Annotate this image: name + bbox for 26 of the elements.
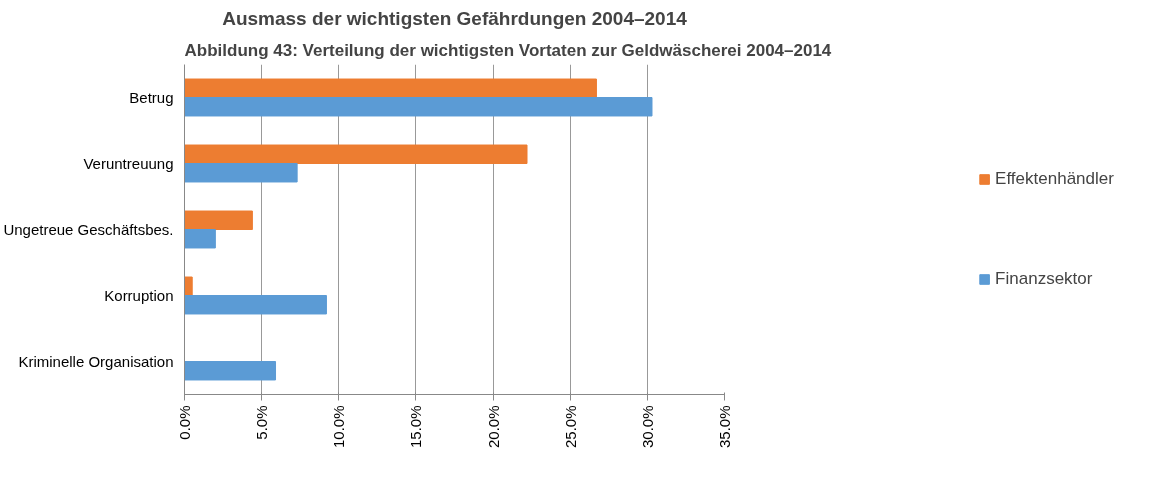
bar — [184, 163, 298, 183]
x-tick-label: 30.0% — [638, 405, 656, 449]
bar — [184, 210, 253, 230]
x-tick-label: 25.0% — [561, 405, 579, 449]
bar — [184, 295, 327, 315]
bar — [184, 361, 277, 381]
x-tick-label: 35.0% — [716, 405, 733, 449]
y-tick-label: Veruntreuung — [83, 155, 174, 172]
legend-label: Finanzsektor — [995, 269, 1093, 289]
bar — [184, 78, 597, 98]
y-tick-label: Ungetreue Geschäftsbes. — [3, 221, 174, 238]
x-tick-label: 15.0% — [407, 405, 425, 449]
legend-label: Effektenhändler — [995, 169, 1114, 189]
chart-title: Ausmass der wichtigsten Gefährdungen 2004–2014 — [222, 7, 688, 29]
y-tick-label: Kriminelle Organisation — [18, 353, 174, 370]
y-tick-label: Betrug — [129, 89, 174, 106]
text: Abbildung 43: Verteilung der wichtigsten Vortaten zur Geldwäscherei 2004–2014 — [184, 40, 832, 60]
x-tick-label: 10.0% — [330, 405, 348, 449]
bar — [184, 276, 193, 296]
bar — [184, 97, 653, 117]
x-tick-label: 5.0% — [253, 405, 271, 440]
x-tick-label: 20.0% — [484, 405, 502, 449]
bar — [184, 229, 216, 249]
y-tick-label: Korruption — [104, 287, 174, 304]
bar — [184, 144, 528, 164]
x-tick-label: 0.0% — [176, 405, 193, 440]
